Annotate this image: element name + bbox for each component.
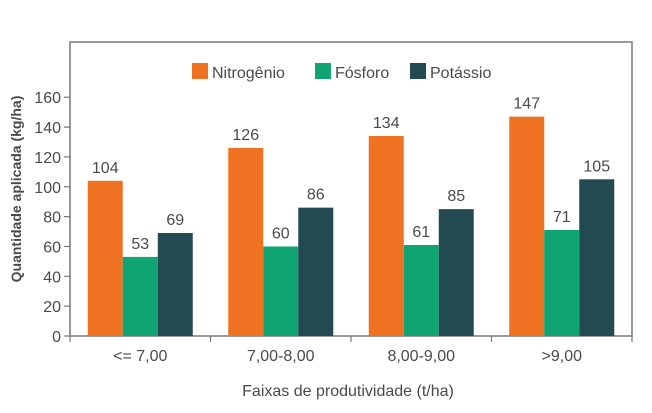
bar-potássio [438,209,474,336]
data-label: 85 [447,188,465,205]
bar-fósforo [263,246,299,336]
legend-label: Nitrogênio [212,65,285,82]
bar-nitrogênio [509,116,545,336]
x-tick-label: 8,00-9,00 [387,348,455,365]
legend-swatch [192,63,208,79]
y-axis-label: Quantidade aplicada (kg/ha) [8,96,24,283]
legend-swatch [315,63,331,79]
y-tick-label: 120 [34,150,61,167]
y-tick-label: 40 [43,269,61,286]
data-label: 61 [412,224,430,241]
data-label: 86 [307,187,325,204]
y-tick-label: 20 [43,299,61,316]
data-label: 104 [92,160,119,177]
legend-label: Fósforo [335,65,389,82]
x-tick-label: >9,00 [542,348,583,365]
data-label: 53 [131,236,149,253]
bar-potássio [157,233,193,336]
data-label: 71 [553,209,571,226]
x-tick-label: 7,00-8,00 [247,348,315,365]
bar-fósforo [544,230,580,336]
y-tick-label: 0 [52,329,61,346]
y-tick-label: 80 [43,210,61,227]
bar-fósforo [403,244,439,336]
bar-nitrogênio [87,180,123,336]
y-tick-label: 160 [34,90,61,107]
data-label: 105 [583,158,610,175]
data-label: 126 [232,127,259,144]
bar-fósforo [122,256,158,336]
legend-label: Potássio [430,65,491,82]
y-tick-label: 60 [43,239,61,256]
bar-nitrogênio [368,136,404,336]
bar-nitrogênio [228,147,264,336]
data-label: 134 [373,115,400,132]
data-label: 60 [272,225,290,242]
data-label: 147 [513,96,540,113]
bar-potássio [298,207,334,336]
bar-potássio [579,179,615,336]
y-tick-label: 100 [34,180,61,197]
x-axis-label: Faixas de produtividade (t/ha) [242,383,454,400]
x-tick-label: <= 7,00 [113,348,167,365]
data-label: 69 [166,212,184,229]
legend-swatch [410,63,426,79]
y-tick-label: 140 [34,120,61,137]
